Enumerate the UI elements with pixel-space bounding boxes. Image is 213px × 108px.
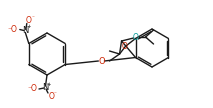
Text: +: +	[46, 82, 51, 87]
Text: N: N	[42, 83, 48, 92]
Text: O: O	[98, 56, 105, 65]
Text: N: N	[22, 26, 28, 35]
Text: O: O	[133, 33, 138, 41]
Text: ⁻O: ⁻O	[8, 25, 18, 33]
Text: O: O	[26, 16, 32, 25]
Text: O: O	[122, 42, 128, 51]
Text: +: +	[26, 25, 30, 29]
Text: ⁻: ⁻	[31, 16, 34, 21]
Text: ⁻: ⁻	[54, 92, 57, 97]
Text: O: O	[49, 92, 55, 101]
Text: ⁻O: ⁻O	[27, 84, 37, 93]
